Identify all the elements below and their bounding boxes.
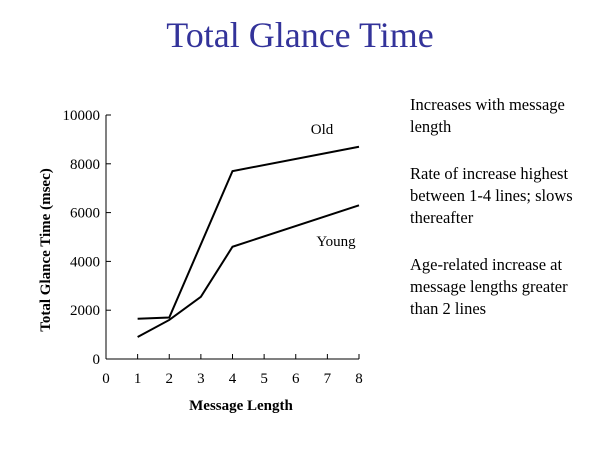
y-tick-label: 4000 — [70, 254, 100, 270]
series-labels: Old Young — [311, 122, 356, 250]
notes-panel: Increases with message length Rate of in… — [410, 94, 595, 345]
note-1: Increases with message length — [410, 95, 565, 136]
x-tick-label: 5 — [260, 371, 268, 387]
x-tick-label: 4 — [229, 371, 237, 387]
y-tick-label: 8000 — [70, 157, 100, 173]
x-axis-label: Message Length — [189, 398, 293, 414]
x-tick-label: 6 — [292, 371, 300, 387]
axes — [105, 114, 360, 360]
y-tick-label: 10000 — [63, 108, 101, 124]
y-tick-label: 2000 — [70, 303, 100, 319]
series-lines — [137, 145, 360, 338]
slide-title: Total Glance Time — [166, 15, 434, 55]
x-tick-label: 7 — [324, 371, 332, 387]
series-label-young: Young — [316, 234, 356, 250]
x-tick-label: 1 — [134, 371, 142, 387]
note-2: Rate of increase highest between 1-4 lin… — [410, 164, 573, 227]
x-tick-label: 3 — [197, 371, 205, 387]
y-tick-label: 6000 — [70, 206, 100, 222]
series-label-old: Old — [311, 122, 334, 138]
x-tick-label: 2 — [166, 371, 174, 387]
x-tick-label: 0 — [102, 371, 110, 387]
tick-labels: 0 2000 4000 6000 8000 10000 0 1 2 3 4 5 6 7 8 — [63, 108, 363, 387]
series-line-young — [137, 204, 360, 338]
note-3: Age-related increase at message lengths … — [410, 255, 568, 318]
y-axis-label: Total Glance Time (msec) — [38, 168, 54, 331]
x-tick-label: 8 — [355, 371, 363, 387]
series-line-old — [137, 145, 360, 320]
y-tick-label: 0 — [93, 352, 101, 368]
